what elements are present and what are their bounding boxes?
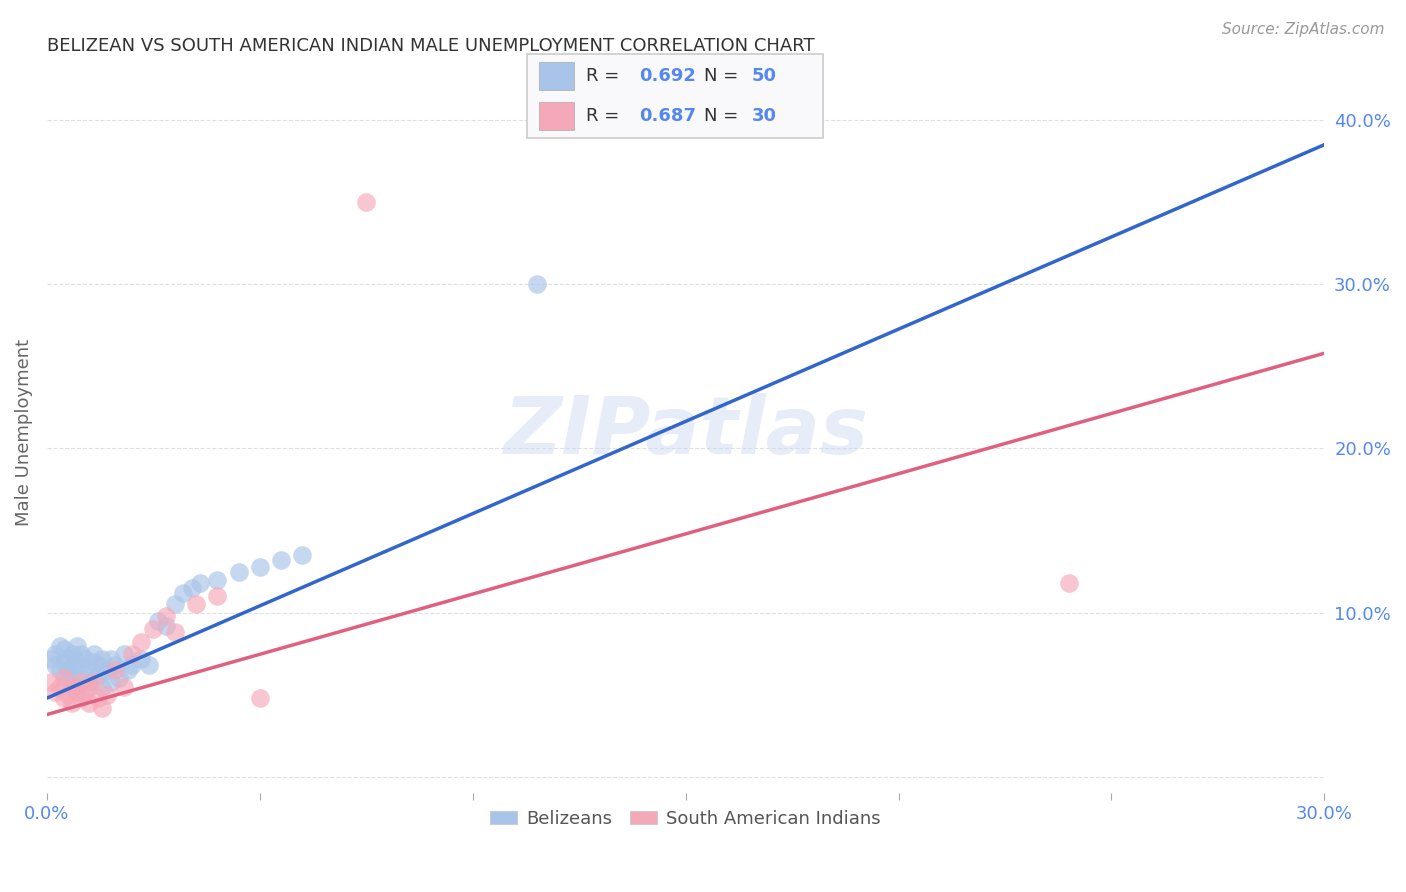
Point [44,684,66,698]
Point [56,651,79,665]
Point [56,663,79,677]
Point [79,663,101,677]
Point [163,625,186,640]
Point [70,647,93,661]
Point [112,680,135,694]
Point [52,691,75,706]
Point [163,598,186,612]
Point [52,672,75,686]
Point [112,647,135,661]
Point [87,691,110,706]
Point [96,688,118,702]
Text: 30: 30 [752,107,776,125]
Point [70,674,93,689]
Point [62,647,84,661]
Point [188,576,211,591]
Point [44,647,66,661]
Point [117,663,139,677]
Point [91,680,114,694]
Legend: Belizeans, South American Indians: Belizeans, South American Indians [484,803,889,835]
Point [44,658,66,673]
Point [87,668,110,682]
Point [79,680,101,694]
Text: 0.687: 0.687 [640,107,696,125]
Text: R =: R = [586,67,626,85]
Text: N =: N = [704,107,744,125]
Point [155,619,177,633]
Point [75,672,97,686]
Point [205,573,228,587]
Point [62,696,84,710]
Point [62,680,84,694]
Point [526,277,548,292]
Point [52,655,75,669]
Point [62,668,84,682]
Point [66,680,89,694]
Point [48,663,70,677]
Point [79,696,101,710]
Point [180,581,202,595]
Point [70,658,93,673]
Point [249,559,271,574]
Point [56,672,79,686]
Bar [538,102,575,130]
Point [87,658,110,673]
Point [75,684,97,698]
Point [91,701,114,715]
Point [356,195,378,210]
Point [155,609,177,624]
Text: 50: 50 [752,67,776,85]
Point [79,674,101,689]
Point [83,655,105,669]
Text: Source: ZipAtlas.com: Source: ZipAtlas.com [1222,22,1385,37]
Point [56,688,79,702]
Point [138,658,160,673]
Point [228,565,250,579]
Point [172,586,194,600]
Text: 0.692: 0.692 [640,67,696,85]
Bar [538,62,575,90]
Point [66,684,89,698]
Point [146,614,169,628]
Text: ZIPatlas: ZIPatlas [503,393,868,471]
Point [39,651,62,665]
Point [142,622,165,636]
Point [100,674,122,689]
Point [104,663,127,677]
Point [62,658,84,673]
Point [205,589,228,603]
Point [83,647,105,661]
Point [121,647,143,661]
Point [83,674,105,689]
Point [104,658,127,673]
Point [75,651,97,665]
Point [52,641,75,656]
Point [129,651,152,665]
Point [1057,576,1080,591]
Text: N =: N = [704,67,744,85]
Point [184,598,207,612]
Point [291,548,314,562]
Point [270,553,292,567]
Point [96,663,118,677]
Point [129,635,152,649]
Point [39,674,62,689]
Point [108,672,131,686]
Point [48,680,70,694]
Point [48,639,70,653]
Point [70,691,93,706]
Point [100,651,122,665]
FancyBboxPatch shape [527,54,823,138]
Text: R =: R = [586,107,626,125]
Y-axis label: Male Unemployment: Male Unemployment [15,338,32,525]
Point [249,691,271,706]
Point [121,658,143,673]
Point [91,651,114,665]
Point [66,639,89,653]
Point [66,655,89,669]
Text: BELIZEAN VS SOUTH AMERICAN INDIAN MALE UNEMPLOYMENT CORRELATION CHART: BELIZEAN VS SOUTH AMERICAN INDIAN MALE U… [46,37,814,55]
